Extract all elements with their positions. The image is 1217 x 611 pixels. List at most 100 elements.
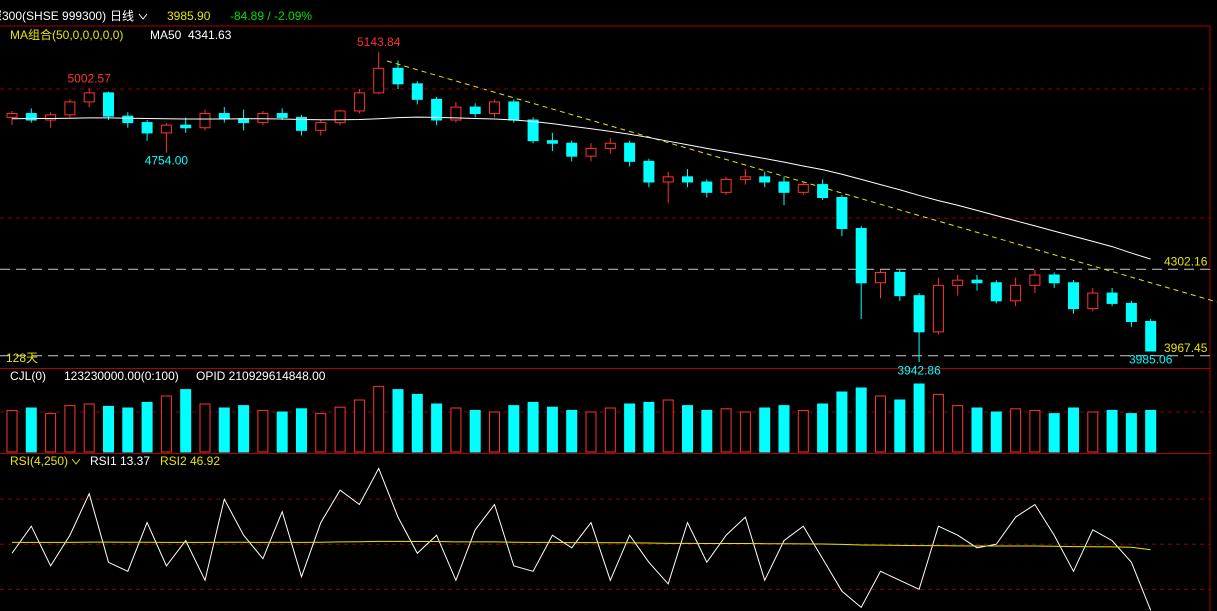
panel-border xyxy=(0,25,1211,611)
rsi2-value: 46.92 xyxy=(190,454,220,468)
extreme-label: 3942.86 xyxy=(897,363,941,377)
volume-bar xyxy=(450,407,462,453)
volume-bar xyxy=(624,403,636,453)
candle-body xyxy=(257,113,269,124)
candle-body xyxy=(778,181,790,193)
volume-bar xyxy=(1145,409,1157,453)
level-label: 3967.45 xyxy=(1164,341,1208,355)
candle-body xyxy=(238,118,250,124)
extreme-label: 3985.06 xyxy=(1129,352,1173,366)
volume-bar xyxy=(643,401,655,453)
volume-bar xyxy=(739,411,751,453)
candle-body xyxy=(508,101,520,121)
volume-bar xyxy=(6,409,18,453)
volume-bar xyxy=(296,408,307,453)
volume-bar xyxy=(797,409,809,453)
level-label: 4302.16 xyxy=(1164,254,1208,268)
volume-bar xyxy=(334,406,346,453)
period[interactable]: 日线 xyxy=(110,9,134,23)
candle-body xyxy=(83,92,95,103)
candle-body xyxy=(875,271,886,284)
volume-bar xyxy=(103,405,114,453)
volume-bar xyxy=(971,407,983,453)
candle-body xyxy=(373,67,385,94)
volume-params: 123230000.00(0:100) xyxy=(64,369,179,383)
volume-bar xyxy=(141,401,153,453)
candle-body xyxy=(103,92,114,117)
volume-bar xyxy=(180,389,192,453)
candle-body xyxy=(643,160,655,183)
volume-bar xyxy=(276,411,288,453)
candle-body xyxy=(701,181,713,193)
volume-bar xyxy=(392,389,404,453)
dropdown-arrow[interactable] xyxy=(138,13,148,20)
volume-bar xyxy=(1010,408,1022,453)
volume-bar xyxy=(662,399,674,453)
candle-body xyxy=(836,197,848,229)
candle-body xyxy=(855,228,867,284)
volume-bar xyxy=(469,409,481,453)
volume-bar xyxy=(932,393,944,453)
extreme-label: 5143.84 xyxy=(357,35,401,49)
candle-body xyxy=(971,279,983,284)
candle-body xyxy=(469,106,481,115)
candle-body xyxy=(218,113,230,120)
volume-opid: OPID 210929614848.00 xyxy=(196,369,326,383)
candle-body xyxy=(411,83,423,100)
volume-bar xyxy=(836,391,848,453)
candle-body xyxy=(199,113,211,129)
volume-bar xyxy=(1106,409,1118,453)
volume-bar xyxy=(855,387,867,453)
candle-body xyxy=(315,122,327,131)
volume-bar xyxy=(25,407,37,453)
volume-bar xyxy=(373,385,385,453)
candle-body xyxy=(450,106,462,121)
volume-bar xyxy=(682,405,693,453)
candle-body xyxy=(952,279,964,286)
price: 3985.90 xyxy=(167,9,211,23)
candle-body xyxy=(546,140,558,144)
dropdown-arrow[interactable] xyxy=(71,458,81,465)
volume-label: CJL(0) xyxy=(10,369,46,383)
candle-body xyxy=(932,284,944,333)
volume-bar xyxy=(160,395,172,453)
candle-body xyxy=(527,119,539,142)
volume-bar xyxy=(1029,409,1041,453)
candle-body xyxy=(392,67,404,85)
volume-bar xyxy=(489,411,500,453)
candle-body xyxy=(1048,274,1060,284)
volume-bar xyxy=(1125,413,1137,453)
candle-body xyxy=(624,142,636,162)
volume-bar xyxy=(913,383,925,453)
volume-bar xyxy=(64,405,76,453)
candle-body xyxy=(489,101,500,115)
candle-body xyxy=(566,142,578,157)
volume-bar xyxy=(875,395,886,453)
candle-body xyxy=(180,124,192,129)
days-label: 128天 xyxy=(6,351,38,365)
volume-bar xyxy=(759,407,771,453)
extreme-label: 5002.57 xyxy=(68,72,112,86)
candle-body xyxy=(160,124,172,134)
volume-bar xyxy=(817,403,829,453)
candle-body xyxy=(894,271,906,297)
line xyxy=(11,116,1151,260)
rsi1-name: RSI1 xyxy=(90,454,117,468)
candle-body xyxy=(604,142,616,149)
rsi1-value: 13.37 xyxy=(120,454,150,468)
volume-bar xyxy=(604,407,616,453)
volume-bar xyxy=(1087,411,1099,453)
rsi-label: RSI(4,250) xyxy=(10,454,68,468)
candle-body xyxy=(759,176,771,183)
volume-bar xyxy=(720,408,732,453)
volume-bar xyxy=(546,406,558,453)
volume-bar xyxy=(585,411,597,453)
extreme-label: 4754.00 xyxy=(145,154,189,168)
candle-body xyxy=(122,115,134,124)
candle-body xyxy=(817,184,829,198)
candle-body xyxy=(334,110,346,124)
candle-body xyxy=(276,113,288,118)
candle-body xyxy=(682,176,693,183)
